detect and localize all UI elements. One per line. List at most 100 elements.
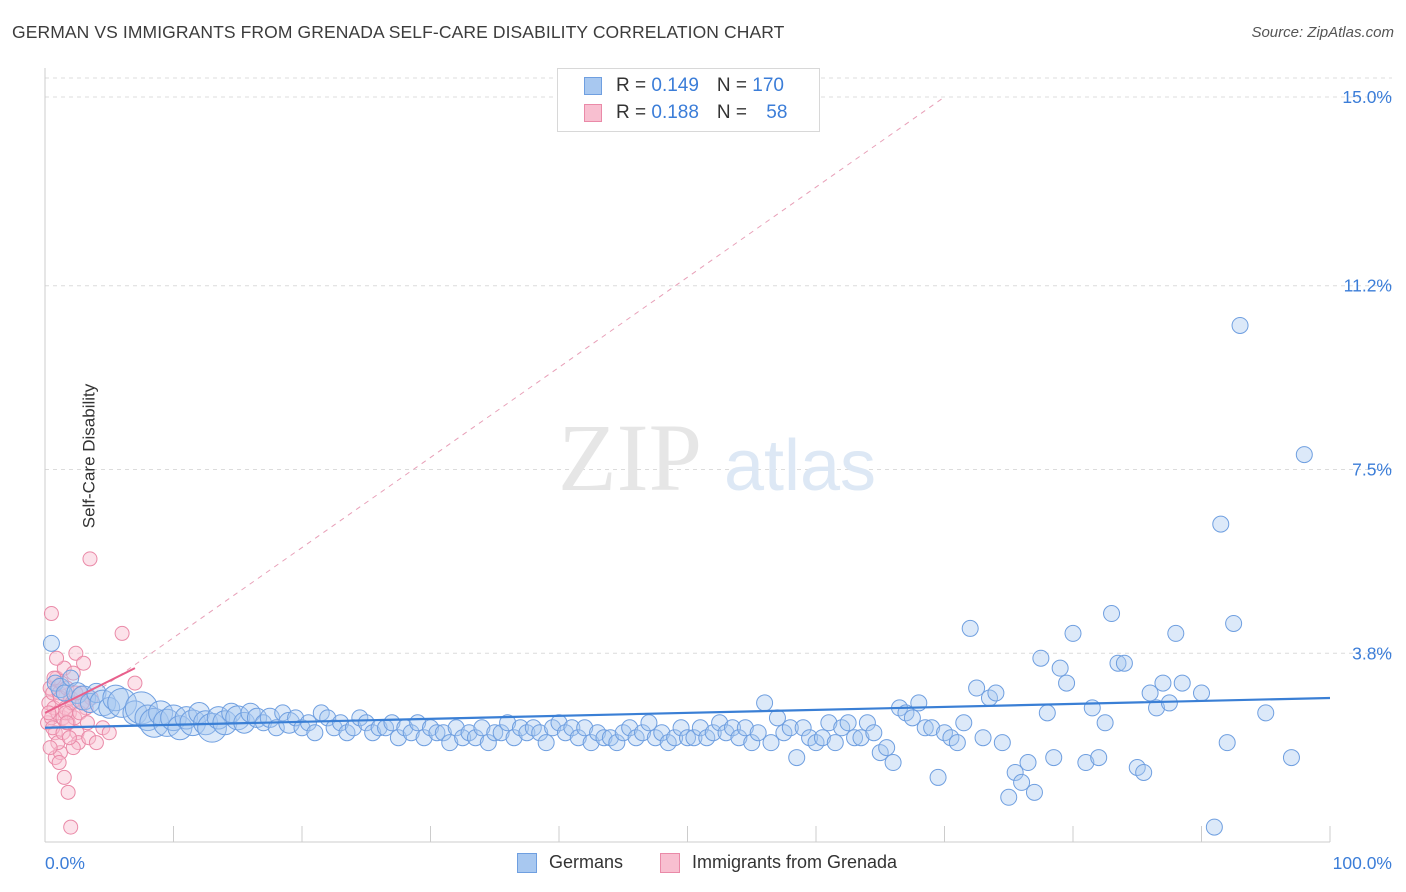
german-point-111 <box>756 694 774 712</box>
legend-label-grenada: Immigrants from Grenada <box>692 852 898 872</box>
german-trend-line <box>44 696 1331 729</box>
german-point-106 <box>723 719 741 737</box>
german-point-170 <box>1148 699 1166 717</box>
german-point-81 <box>563 719 581 737</box>
german-point-145 <box>974 729 992 747</box>
german-point-154 <box>1032 649 1050 667</box>
grenada-point-22 <box>68 645 84 661</box>
german-point-60 <box>428 724 446 742</box>
grenada-point-33 <box>114 625 130 641</box>
grenada-trend-line <box>44 667 136 714</box>
y-tick-label-3: 15.0% <box>1342 87 1392 107</box>
german-point-0 <box>42 634 60 652</box>
german-point-172 <box>1160 694 1178 712</box>
grenada-point-32 <box>101 725 117 741</box>
german-point-71 <box>499 714 517 732</box>
german-point-41 <box>306 724 324 742</box>
german-point-99 <box>679 729 696 747</box>
german-point-151 <box>1013 773 1031 791</box>
german-point-49 <box>357 714 375 732</box>
german-point-45 <box>332 714 350 732</box>
german-points <box>42 316 1313 836</box>
r-label: R = <box>616 75 652 96</box>
german-point-58 <box>415 729 433 747</box>
correlation-legend: R = 0.149 N = 170 R = 0.188 N = 58 <box>557 68 820 132</box>
grenada-point-34 <box>127 675 143 691</box>
german-point-104 <box>711 714 729 732</box>
y-tick-label-2: 11.2% <box>1344 276 1392 296</box>
german-point-136 <box>916 719 934 737</box>
n-value: 58 <box>766 102 788 123</box>
grenada-point-13 <box>56 660 72 676</box>
series-legend: Germans Immigrants from Grenada <box>0 852 1406 876</box>
german-point-68 <box>479 734 497 752</box>
german-point-138 <box>929 768 947 786</box>
watermark: ZIP atlas <box>558 404 876 511</box>
german-point-122 <box>826 734 844 752</box>
axes <box>44 68 1331 843</box>
german-point-171 <box>1154 674 1172 692</box>
german-point-156 <box>1045 749 1063 767</box>
german-point-86 <box>595 729 613 747</box>
y-axis-label: Self-Care Disability <box>79 383 99 529</box>
german-point-148 <box>993 734 1011 752</box>
german-point-162 <box>1090 749 1108 767</box>
german-point-173 <box>1167 624 1185 642</box>
german-point-163 <box>1096 714 1114 732</box>
german-point-108 <box>736 719 754 737</box>
german-point-174 <box>1173 674 1191 692</box>
grid-lines <box>45 77 1392 654</box>
german-point-107 <box>730 729 748 747</box>
tick-labels: 3.8% 7.5% 11.2% 15.0% 0.0% 100.0% <box>45 87 1392 873</box>
y-tick-label-0: 3.8% <box>1352 643 1392 663</box>
german-point-70 <box>492 724 510 742</box>
german-point-97 <box>666 729 684 747</box>
german-point-157 <box>1051 659 1069 677</box>
german-point-177 <box>1212 515 1230 533</box>
german-point-147 <box>987 684 1005 702</box>
x-tick-label-1: 100.0% <box>1333 853 1392 873</box>
german-point-115 <box>781 719 799 737</box>
german-point-35 <box>267 719 285 737</box>
german-point-155 <box>1038 704 1056 722</box>
german-point-159 <box>1064 624 1082 642</box>
german-point-158 <box>1058 674 1076 692</box>
german-point-62 <box>441 734 459 752</box>
german-point-131 <box>884 754 902 772</box>
grenada-point-36 <box>82 551 98 567</box>
german-point-128 <box>865 724 883 742</box>
legend-swatch-grenada <box>584 104 602 122</box>
source-label: Source: ZipAtlas.com <box>1251 24 1394 41</box>
german-point-169 <box>1141 684 1159 702</box>
german-point-144 <box>968 679 986 697</box>
watermark-zip: ZIP <box>558 404 702 511</box>
german-point-54 <box>389 729 407 747</box>
r-value: 0.149 <box>651 75 699 96</box>
german-point-152 <box>1019 754 1037 772</box>
german-point-12 <box>107 688 137 718</box>
legend-swatch-grenada <box>660 853 680 873</box>
german-point-92 <box>634 724 652 742</box>
grenada-point-41 <box>63 819 79 835</box>
german-point-110 <box>749 724 767 742</box>
n-value: 170 <box>752 75 784 96</box>
german-point-175 <box>1193 684 1210 702</box>
german-point-103 <box>704 724 722 742</box>
chart-title: GERMAN VS IMMIGRANTS FROM GRENADA SELF-C… <box>12 22 785 42</box>
german-point-124 <box>839 714 857 732</box>
grenada-point-55 <box>51 755 67 771</box>
grenada-point-44 <box>65 740 81 756</box>
german-point-183 <box>1295 446 1313 464</box>
legend-swatch-germans <box>584 77 602 95</box>
reference-lines <box>44 96 945 729</box>
german-point-61 <box>434 724 452 742</box>
grenada-point-20 <box>65 665 81 681</box>
grenada-point-49 <box>42 740 58 756</box>
r-label: R = <box>616 102 652 123</box>
n-label: N = <box>716 75 753 96</box>
german-point-84 <box>582 734 600 752</box>
diagonal-reference-line <box>44 96 945 729</box>
legend-label-germans: Germans <box>549 852 624 872</box>
german-point-127 <box>858 714 876 732</box>
german-point-67 <box>473 719 491 737</box>
